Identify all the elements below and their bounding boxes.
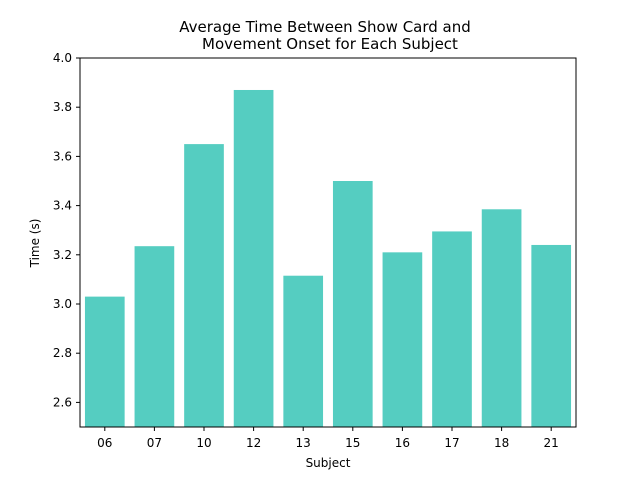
x-tick-label: 18 [494, 436, 509, 450]
x-tick-label: 16 [395, 436, 410, 450]
bar-06 [84, 296, 125, 427]
bar-18 [481, 209, 522, 427]
x-tick-label: 15 [345, 436, 360, 450]
x-tick-label: 13 [296, 436, 311, 450]
plot-frame [79, 57, 577, 428]
bar-07 [134, 246, 175, 427]
x-tick-label: 17 [444, 436, 459, 450]
bar-15 [332, 181, 373, 427]
y-tick-label: 3.0 [53, 297, 72, 311]
y-tick-label: 3.4 [53, 199, 72, 213]
chart-title-line-2: Movement Onset for Each Subject [202, 35, 458, 53]
bar-10 [184, 144, 224, 427]
bar-16 [382, 252, 423, 427]
y-tick-label: 2.6 [53, 395, 72, 409]
x-tick-label: 06 [97, 436, 112, 450]
bar-17 [432, 231, 472, 427]
bar-12 [233, 89, 274, 427]
y-tick-label: 2.8 [53, 346, 72, 360]
bar-21 [531, 244, 572, 427]
x-tick-label: 12 [246, 436, 261, 450]
y-axis: 2.6 2.8 3.0 3.2 3.4 3.6 3.8 4.0 [53, 51, 80, 409]
chart-title-line-1: Average Time Between Show Card and [179, 18, 471, 36]
bars-group [84, 89, 572, 427]
y-axis-label: Time (s) [28, 219, 42, 269]
y-tick-label: 3.2 [53, 248, 72, 262]
y-tick-label: 3.6 [53, 149, 72, 163]
y-tick-label: 4.0 [53, 51, 72, 65]
x-axis-label: Subject [306, 456, 351, 470]
y-tick-label: 3.8 [53, 100, 72, 114]
x-tick-label: 21 [544, 436, 559, 450]
x-tick-label: 10 [196, 436, 211, 450]
x-axis: 06 07 10 12 13 15 16 17 18 21 [97, 427, 559, 450]
bar-13 [283, 275, 324, 427]
x-tick-label: 07 [147, 436, 162, 450]
